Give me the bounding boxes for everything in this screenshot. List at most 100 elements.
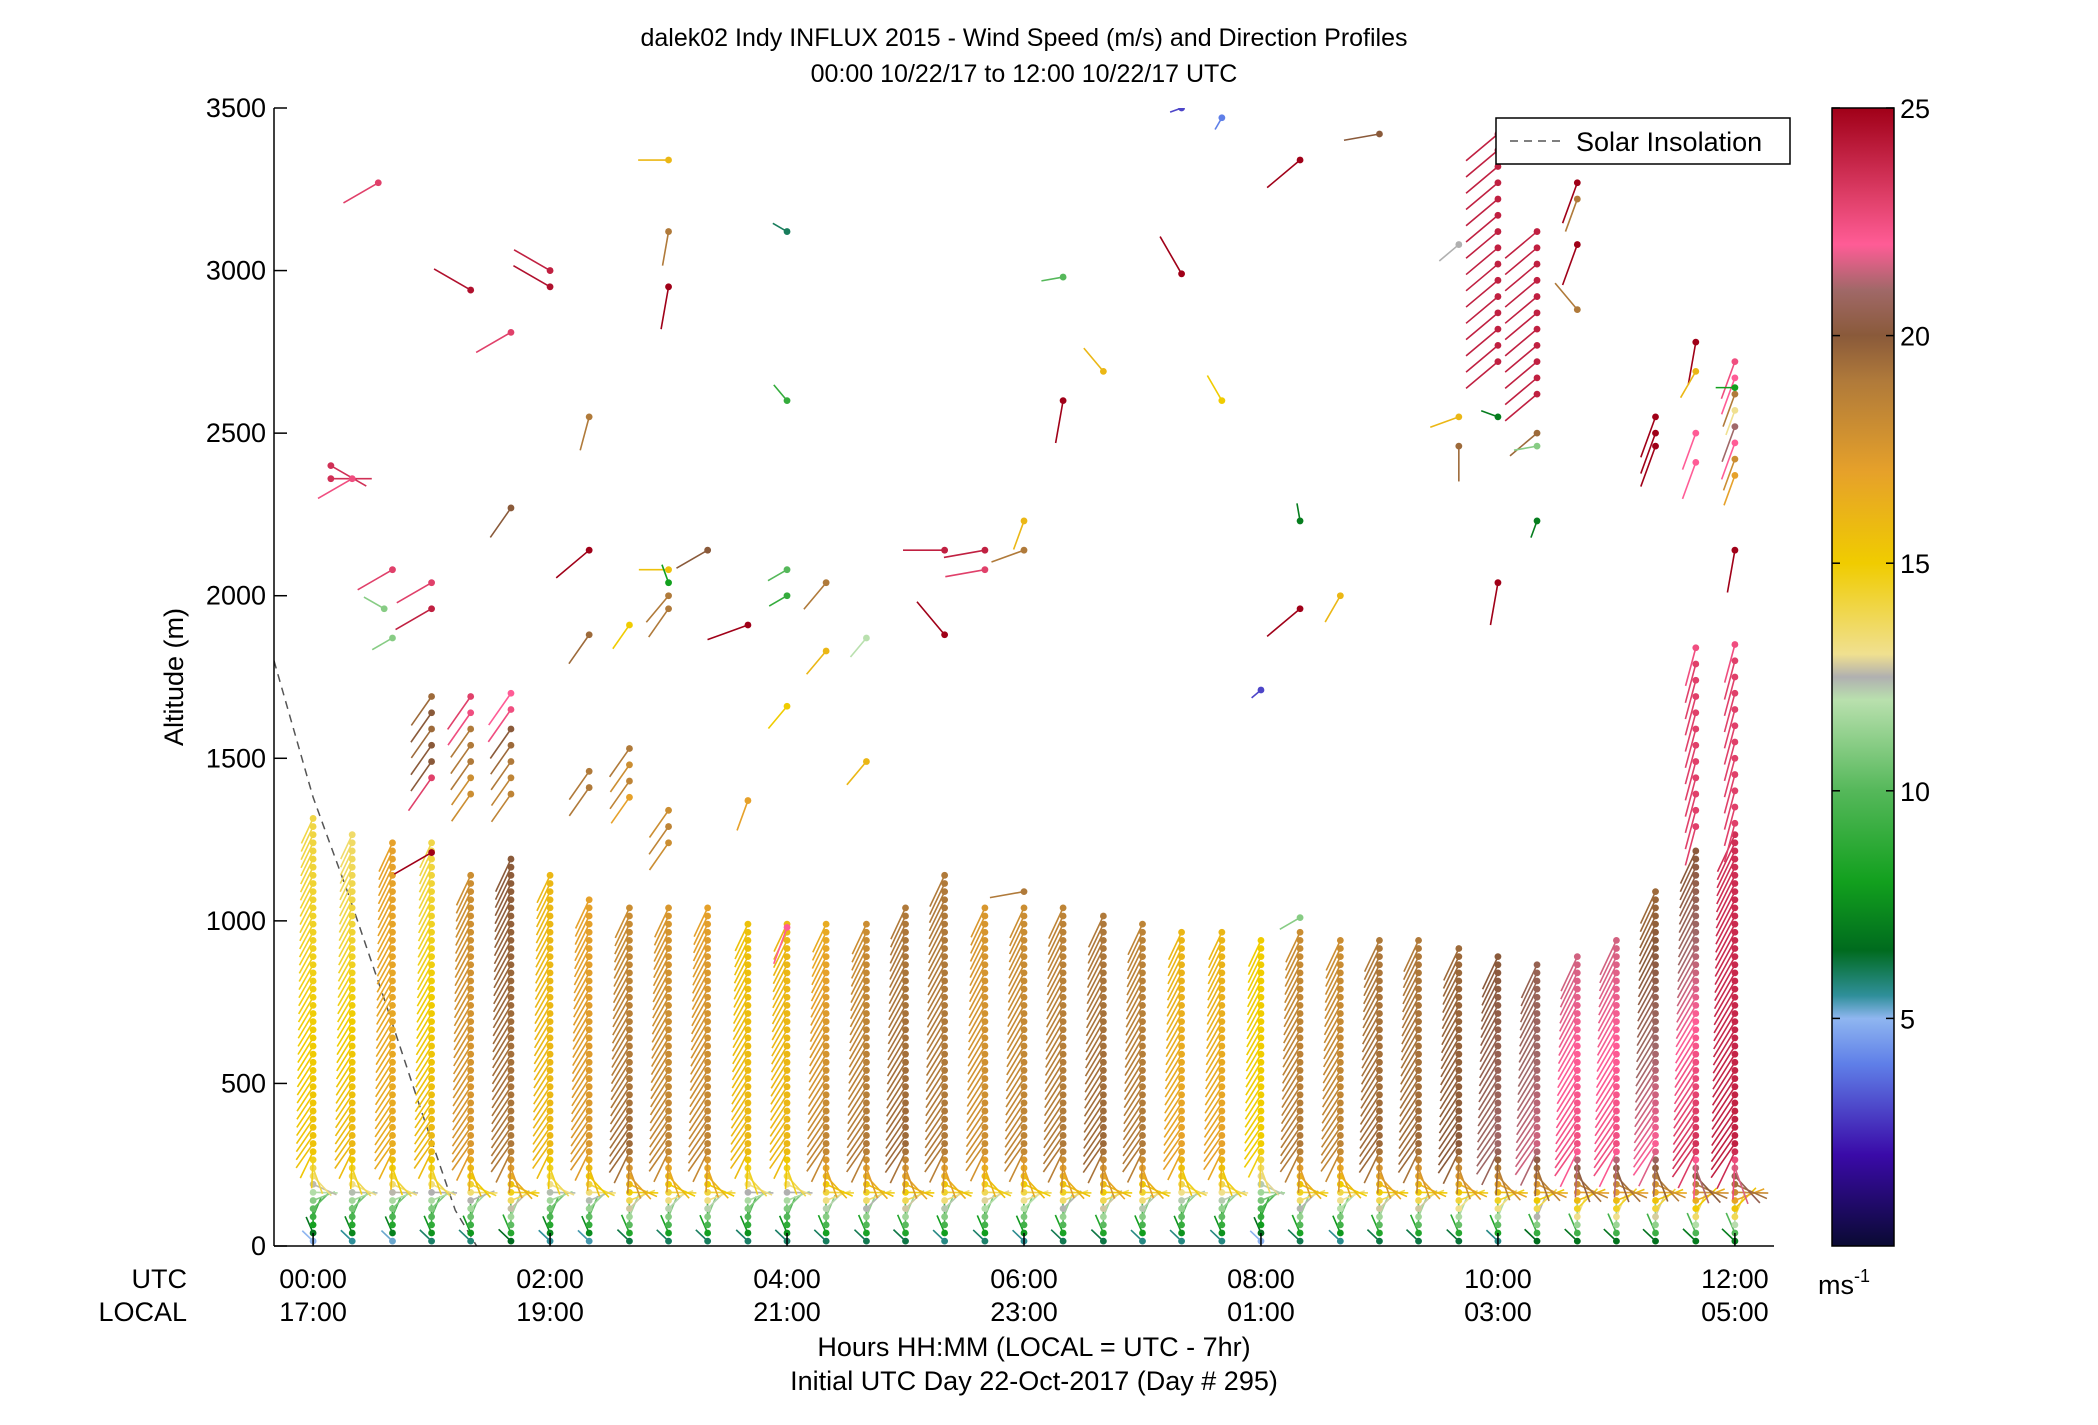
profile-point-1529 <box>1731 1099 1739 1107</box>
profile-point-1422 <box>1652 1213 1659 1221</box>
profile-point-339 <box>546 904 554 912</box>
profile-barb-998 <box>1166 996 1183 1025</box>
profile-point-885 <box>1059 912 1067 920</box>
profile-point-221 <box>467 1099 475 1107</box>
profile-barb-347 <box>588 1195 599 1218</box>
profile-point-1002 <box>1178 961 1185 969</box>
profile-point-85 <box>348 977 356 985</box>
profile-point-321 <box>546 1050 554 1058</box>
profile-point-1541 <box>1731 1001 1739 1009</box>
sparse-barb-1687 <box>849 637 868 658</box>
profile-barb-103 <box>340 834 353 860</box>
profile-point-590 <box>783 936 791 944</box>
profile-barb-735 <box>925 1078 946 1109</box>
profile-point-1323 <box>1533 1132 1541 1139</box>
profile-point-1051 <box>1257 1197 1265 1204</box>
profile-barb-539 <box>732 1029 749 1057</box>
profile-point-1077 <box>1257 985 1265 993</box>
profile-point-1412 <box>1613 985 1620 993</box>
profile-point-1017 <box>1218 1156 1226 1164</box>
cluster-barb-1644 <box>1720 442 1736 480</box>
profile-barb-1523 <box>1716 1151 1736 1190</box>
profile-point-640 <box>863 1180 870 1188</box>
profile-point-1504 <box>1692 904 1700 912</box>
profile-barb-497 <box>690 1029 709 1059</box>
profile-point-996 <box>1178 1010 1185 1017</box>
profile-point-182 <box>428 1010 435 1017</box>
profile-point-295 <box>507 871 515 879</box>
profile-barb-428 <box>614 907 631 939</box>
profile-barb-1181 <box>1360 1078 1381 1109</box>
profile-barb-834 <box>1007 988 1025 1019</box>
profile-point-1249 <box>1455 1140 1463 1147</box>
profile-barb-1182 <box>1360 1070 1381 1101</box>
cluster-point-1641 <box>1731 641 1739 648</box>
profile-barb-145 <box>377 907 394 937</box>
profile-point-189 <box>428 953 435 961</box>
profile-barb-1531 <box>1711 1086 1736 1122</box>
profile-barb-974 <box>1181 1191 1208 1194</box>
profile-barb-17 <box>296 1102 314 1128</box>
profile-barb-237 <box>454 972 472 1003</box>
profile-point-1058 <box>1257 1140 1265 1147</box>
sparse-barb-1730 <box>1726 550 1736 593</box>
profile-point-1156 <box>1336 969 1344 977</box>
profile-point-560 <box>783 1180 791 1188</box>
profile-barb-315 <box>532 1102 551 1129</box>
profile-barb-1461 <box>1639 899 1657 933</box>
profile-point-313 <box>546 1115 554 1123</box>
profile-point-1022 <box>1218 1115 1226 1123</box>
profile-barb-1482 <box>1673 1086 1697 1121</box>
profile-barb-139 <box>376 956 394 985</box>
profile-barb-1453 <box>1637 964 1657 998</box>
profile-barb-1450 <box>1637 988 1657 1022</box>
profile-barb-1224 <box>1400 1037 1420 1069</box>
profile-barb-1368 <box>1557 1053 1579 1089</box>
profile-barb-685 <box>884 1143 907 1174</box>
profile-point-821 <box>1020 1091 1028 1099</box>
profile-barb-660 <box>849 1021 868 1052</box>
profile-barb-838 <box>1008 956 1025 987</box>
profile-point-629 <box>822 945 830 952</box>
profile-barb-704 <box>888 988 907 1021</box>
profile-point-297 <box>507 855 515 863</box>
cluster-point-1647 <box>1731 390 1739 398</box>
cluster-barb-1607 <box>1504 393 1538 422</box>
sparse-point-1688 <box>863 758 870 765</box>
sparse-barb-1698 <box>1083 347 1104 372</box>
profile-barb-910 <box>1084 1053 1105 1085</box>
profile-point-889 <box>1099 1221 1107 1229</box>
profile-point-750 <box>941 953 949 961</box>
profile-point-507 <box>704 945 712 952</box>
profile-point-797 <box>981 945 989 952</box>
profile-barb-319 <box>533 1069 551 1097</box>
profile-point-1257 <box>1455 1075 1463 1082</box>
profile-point-215 <box>467 1148 475 1156</box>
profile-barb-1010 <box>1221 1195 1232 1218</box>
profile-barb-1184 <box>1360 1053 1381 1085</box>
profile-point-806 <box>1020 1213 1028 1221</box>
profile-point-446 <box>665 1099 672 1107</box>
profile-point-1438 <box>1652 1083 1659 1091</box>
profile-point-571 <box>783 1091 791 1099</box>
profile-point-1119 <box>1296 953 1304 961</box>
cluster-barb-1648 <box>1720 377 1736 415</box>
profile-point-197 <box>428 888 435 895</box>
profile-point-973 <box>1178 1197 1185 1204</box>
profile-point-1510 <box>1692 855 1700 863</box>
profile-point-219 <box>467 1115 475 1123</box>
profile-barb-468 <box>653 923 670 954</box>
profile-point-1539 <box>1731 1018 1739 1026</box>
profile-barb-1327 <box>1516 1102 1538 1136</box>
profile-point-1442 <box>1652 1050 1659 1058</box>
profile-barb-486 <box>688 1118 709 1148</box>
profile-point-722 <box>941 1180 949 1188</box>
profile-barb-956 <box>1125 1013 1144 1044</box>
profile-point-705 <box>902 977 909 985</box>
profile-point-84 <box>348 985 356 993</box>
cluster-barb-1604 <box>1465 165 1499 194</box>
profile-point-1011 <box>1218 1205 1226 1213</box>
cluster-point-1565 <box>428 741 435 749</box>
profile-barb-1028 <box>1204 1070 1223 1098</box>
